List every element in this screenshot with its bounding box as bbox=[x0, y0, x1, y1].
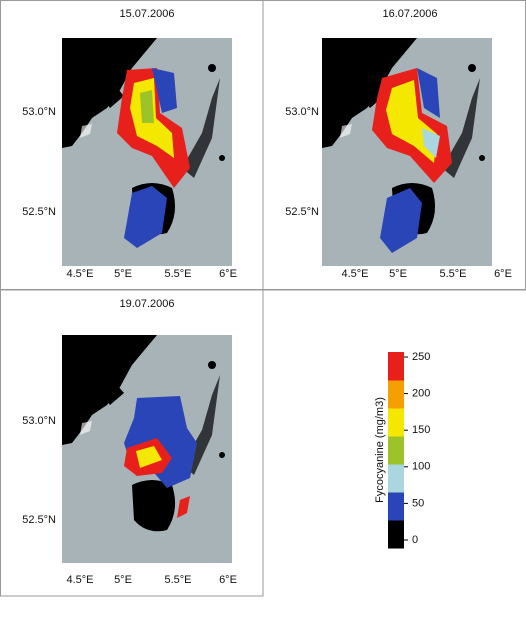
colorbar-tick-label: 250 bbox=[412, 351, 430, 363]
colorbar-tick-label: 100 bbox=[412, 461, 430, 473]
figure: Fycocyanine (mg/m3) 15.07.2006 53.0°N 52.5… bbox=[0, 0, 526, 622]
lon-label: 4.5°E bbox=[66, 268, 93, 280]
lon-label: 5.5°E bbox=[164, 268, 191, 280]
colorbar-band bbox=[388, 352, 404, 381]
colorbar-band bbox=[388, 520, 404, 549]
map-panel bbox=[322, 38, 492, 266]
colorbar-band bbox=[388, 436, 404, 465]
panel-title: 15.07.2006 bbox=[119, 8, 174, 20]
panel-title: 19.07.2006 bbox=[119, 298, 174, 310]
lon-label: 4.5°E bbox=[341, 268, 368, 280]
lon-label: 5.5°E bbox=[164, 574, 191, 586]
lon-label: 4.5°E bbox=[66, 574, 93, 586]
colorbar-band bbox=[388, 464, 404, 493]
lon-label: 6°E bbox=[494, 268, 512, 280]
lon-label: 6°E bbox=[219, 268, 237, 280]
lat-label: 53.0°N bbox=[22, 415, 56, 427]
lon-label: 5.5°E bbox=[439, 268, 466, 280]
map-panel bbox=[62, 335, 232, 563]
map-panel bbox=[62, 38, 232, 266]
colorbar-band bbox=[388, 408, 404, 437]
colorbar-tick-label: 50 bbox=[412, 497, 424, 509]
lon-label: 5°E bbox=[389, 268, 407, 280]
colorbar-band bbox=[388, 492, 404, 521]
lat-label: 52.5°N bbox=[285, 206, 319, 218]
lat-label: 52.5°N bbox=[22, 514, 56, 526]
colorbar-tick-label: 0 bbox=[412, 534, 418, 546]
lat-label: 53.0°N bbox=[22, 106, 56, 118]
colorbar-tick-label: 150 bbox=[412, 424, 430, 436]
lat-label: 52.5°N bbox=[22, 206, 56, 218]
bloom bbox=[140, 90, 154, 123]
lon-label: 5°E bbox=[114, 268, 132, 280]
lat-label: 53.0°N bbox=[285, 106, 319, 118]
lon-label: 5°E bbox=[114, 574, 132, 586]
colorbar-tick-label: 200 bbox=[412, 388, 430, 400]
colorbar-label: Fycocyanine (mg/m3) bbox=[374, 397, 386, 503]
lon-label: 6°E bbox=[219, 574, 237, 586]
colorbar-band bbox=[388, 380, 404, 409]
panel-title: 16.07.2006 bbox=[382, 8, 437, 20]
